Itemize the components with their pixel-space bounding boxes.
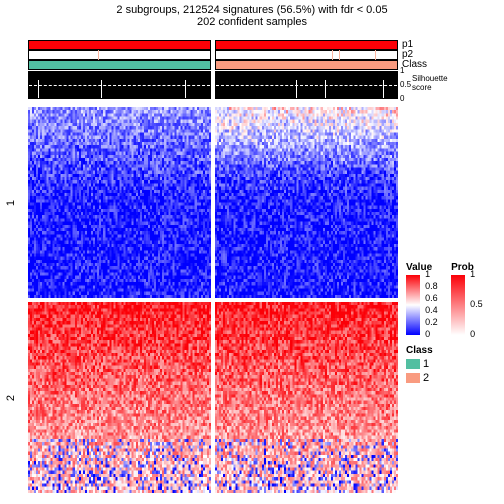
value-colorbar-ticks: 00.20.40.60.81 (425, 275, 447, 335)
legend-class: Class 12 (406, 345, 500, 384)
annot-row-p2 (28, 50, 398, 60)
annot-row-Class (28, 60, 398, 70)
legend-class-items: 12 (406, 358, 500, 384)
prob-colorbar-ticks: 00.51 (470, 275, 492, 335)
annot-p2-left (28, 50, 211, 60)
value-ticks-1: 1 (425, 270, 430, 279)
silhouette-right (215, 71, 398, 99)
prob-colorbar (451, 275, 465, 335)
silhouette-tick-0.5: 0.5 (400, 81, 411, 89)
title-line-2: 202 confident samples (0, 16, 504, 28)
prob-ticks-0.5: 0.5 (470, 300, 483, 309)
annot-p1-right (215, 40, 398, 50)
prob-ticks-0: 0 (470, 330, 475, 339)
page: 2 subgroups, 212524 signatures (56.5%) w… (0, 0, 504, 504)
class-label-1: 1 (423, 358, 429, 370)
silhouette-tick-0: 0 (400, 95, 404, 103)
value-ticks-0.6: 0.6 (425, 294, 438, 303)
annot-row-p1 (28, 40, 398, 50)
plot-area: 00.51 1 2 (28, 40, 398, 500)
heatmap-panel-g1-c2 (215, 107, 398, 298)
value-ticks-0.4: 0.4 (425, 306, 438, 315)
value-colorbar (406, 275, 420, 335)
heatmap-panel-g2-c2 (215, 302, 398, 493)
value-ticks-0.8: 0.8 (425, 282, 438, 291)
class-label-2: 2 (423, 372, 429, 384)
legend-class-title: Class (406, 345, 500, 356)
legend-value-prob: Value 00.20.40.60.81 Prob 00.51 (406, 262, 500, 335)
legends: Value 00.20.40.60.81 Prob 00.51 Class 12 (406, 262, 500, 384)
value-ticks-0: 0 (425, 330, 430, 339)
annot-p1-left (28, 40, 211, 50)
heatmap-panel-g1-c1 (28, 107, 211, 298)
row-group-label-1: 1 (5, 199, 17, 205)
heatmap-panel-g2-c1 (28, 302, 211, 493)
annot-label-Class: Class (402, 59, 427, 70)
class-swatch-2-icon (406, 373, 420, 383)
annot-Class-right (215, 60, 398, 70)
title-line-1: 2 subgroups, 212524 signatures (56.5%) w… (0, 4, 504, 16)
annot-Class-left (28, 60, 211, 70)
annot-label-silhouette: Silhouette score (412, 74, 448, 92)
silhouette-left (28, 71, 211, 99)
annot-p2-right (215, 50, 398, 60)
legend-value: Value 00.20.40.60.81 (406, 262, 448, 335)
class-item-1: 1 (406, 358, 500, 370)
prob-ticks-1: 1 (470, 270, 475, 279)
heatmap (28, 107, 398, 493)
value-ticks-0.2: 0.2 (425, 318, 438, 327)
legend-prob: Prob 00.51 (451, 262, 493, 335)
plot-title: 2 subgroups, 212524 signatures (56.5%) w… (0, 0, 504, 28)
row-group-label-2: 2 (5, 394, 17, 400)
silhouette-row (28, 71, 398, 99)
class-swatch-1-icon (406, 359, 420, 369)
class-item-2: 2 (406, 372, 500, 384)
